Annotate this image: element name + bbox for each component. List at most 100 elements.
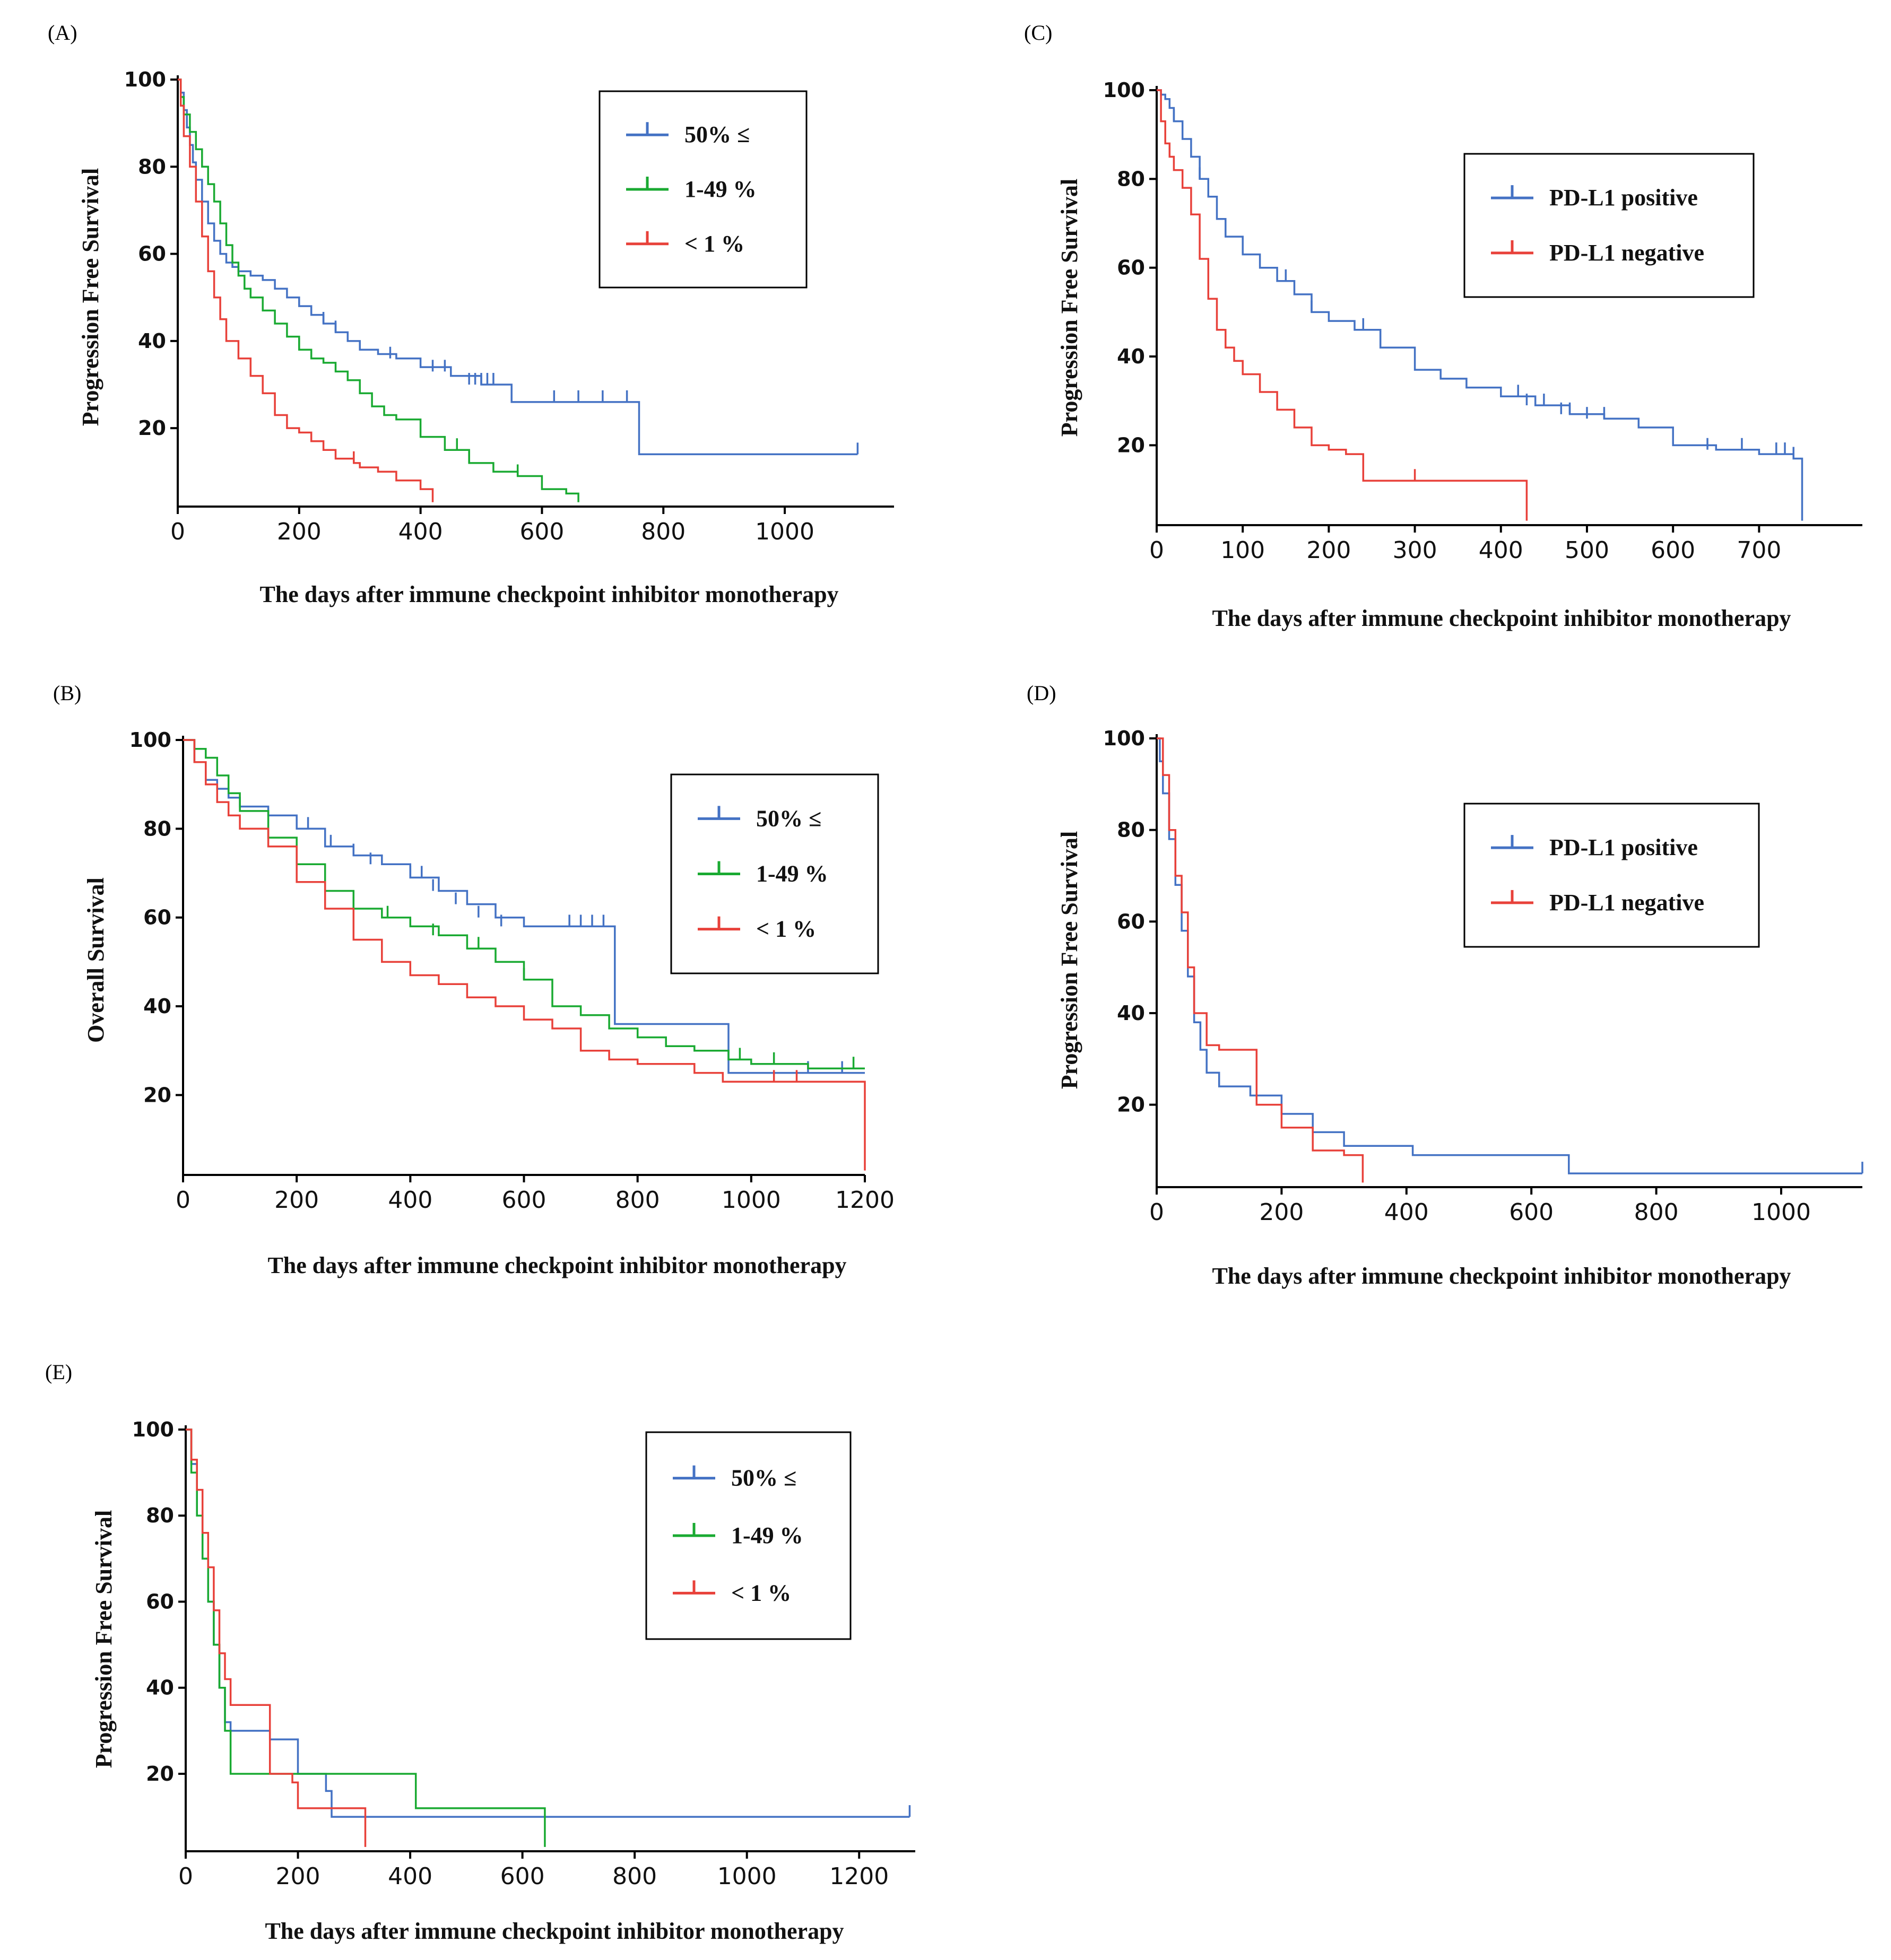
panel-label: (D) [1027,681,1056,705]
x-tick-label: 700 [1737,537,1781,564]
legend: 50% ≤ 1-49 % < 1 % [598,90,808,289]
x-tick-label: 800 [615,1187,660,1214]
panel-label: (B) [53,681,81,705]
x-tick-label: 400 [398,518,443,545]
y-tick-label: 40 [138,329,166,353]
y-tick-label: 60 [143,906,171,929]
legend-label: PD-L1 positive [1549,185,1698,211]
y-tick-label: 20 [138,416,166,440]
y-axis-title: Overall Survival [83,877,109,1043]
x-tick-label: 1000 [1751,1199,1811,1226]
y-tick-label: 60 [1117,256,1145,280]
legend-item: PD-L1 negative [1491,890,1704,916]
y-tick-label: 20 [146,1762,174,1785]
x-tick-label: 200 [1259,1199,1304,1226]
y-tick-label: 100 [132,1418,174,1441]
y-tick-label: 60 [138,242,166,266]
series-line-2 [186,1428,367,1847]
x-tick-label: 600 [502,1187,547,1214]
x-tick-label: 800 [612,1863,657,1890]
y-axis-title: Progression Free Survival [91,1510,117,1768]
x-tick-label: 1200 [835,1187,895,1214]
x-tick-label: 200 [276,1863,320,1890]
x-tick-label: 0 [178,1863,193,1890]
series-line-1 [178,79,579,502]
x-tick-label: 0 [1149,537,1164,564]
y-tick-label: 20 [1117,433,1145,457]
y-tick-label: 60 [146,1590,174,1613]
x-tick-label: 400 [388,1187,432,1214]
x-tick-label: 100 [1220,537,1265,564]
y-tick-label: 100 [1103,79,1145,102]
x-tick-label: 0 [170,518,185,545]
x-tick-label: 0 [1149,1199,1164,1226]
panel-label: (C) [1024,21,1052,45]
y-tick-label: 80 [146,1504,174,1527]
x-tick-label: 600 [1651,537,1695,564]
x-tick-label: 600 [519,518,564,545]
legend-box [1463,803,1760,948]
y-tick-label: 60 [1117,910,1145,933]
legend-item: < 1 % [698,916,816,942]
x-axis-title: The days after immune checkpoint inhibit… [267,1252,846,1278]
x-tick-label: 1200 [829,1863,889,1890]
x-tick-label: 400 [1384,1199,1429,1226]
legend-item: 1-49 % [698,861,828,887]
legend-item: < 1 % [673,1580,791,1606]
panel-label: (E) [45,1360,72,1384]
series-line-0 [1157,89,1803,521]
y-tick-label: 80 [1117,167,1145,190]
x-tick-label: 600 [500,1863,545,1890]
panel-c: (C) 20 40 60 80 100 0 100 200 300 400 500 600 700 The … [1024,21,1862,631]
y-tick-label: 80 [143,817,171,840]
y-tick-label: 40 [1117,345,1145,368]
x-tick-label: 1000 [717,1863,777,1890]
x-tick-label: 400 [388,1863,432,1890]
x-axis-title: The days after immune checkpoint inhibit… [1212,605,1791,631]
y-tick-label: 100 [129,728,171,752]
y-tick-label: 20 [143,1083,171,1107]
legend: 50% ≤ 1-49 % < 1 % [670,773,879,974]
series-line-1 [186,1428,546,1847]
series-line-0 [1157,737,1862,1174]
legend: PD-L1 positive PD-L1 negative [1463,803,1760,948]
y-tick-label: 100 [1103,727,1145,750]
y-tick-label: 40 [1117,1001,1145,1025]
legend-item: PD-L1 positive [1491,834,1698,860]
x-tick-label: 400 [1479,537,1523,564]
x-tick-label: 1000 [755,518,814,545]
x-axis-title: The days after immune checkpoint inhibit… [265,1918,844,1944]
x-axis-title: The days after immune checkpoint inhibit… [259,581,838,607]
y-tick-label: 100 [124,68,166,91]
x-tick-label: 800 [1634,1199,1679,1226]
legend-box [1463,153,1755,298]
x-tick-label: 600 [1509,1199,1554,1226]
x-tick-label: 0 [176,1187,190,1214]
x-axis-title: The days after immune checkpoint inhibit… [1212,1263,1791,1289]
y-axis-title: Progression Free Survival [77,168,103,426]
y-tick-label: 80 [1117,818,1145,842]
legend-item: 50% ≤ [673,1465,796,1491]
x-tick-label: 200 [274,1187,319,1214]
y-tick-label: 80 [138,155,166,178]
legend-label: < 1 % [756,916,816,942]
legend: PD-L1 positive PD-L1 negative [1463,153,1755,298]
legend: 50% ≤ 1-49 % < 1 % [645,1431,852,1640]
legend-label: 50% ≤ [731,1465,796,1491]
legend-item: < 1 % [626,231,744,257]
legend-label: PD-L1 negative [1549,890,1704,916]
legend-item: PD-L1 negative [1491,240,1704,266]
x-tick-label: 200 [1306,537,1351,564]
legend-label: 1-49 % [731,1522,803,1548]
series-line-1 [1157,737,1364,1183]
legend-item: 50% ≤ [698,805,821,831]
legend-label: 50% ≤ [756,805,821,831]
x-tick-label: 800 [641,518,686,545]
y-axis-title: Progression Free Survival [1056,831,1082,1089]
y-axis-title: Progression Free Survival [1056,179,1082,437]
